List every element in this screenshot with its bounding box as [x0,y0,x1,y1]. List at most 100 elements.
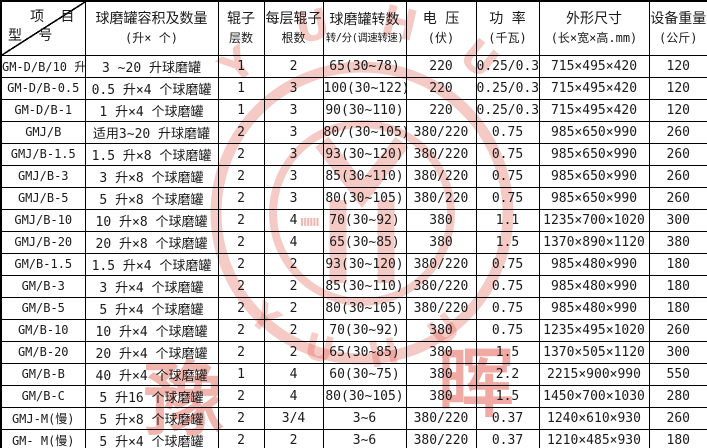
model-cell: GM-D/B-0.5 [0,76,86,100]
power-cell: 1.5 [475,230,540,254]
header-weight: 设备重量 (公斤) [648,0,707,56]
rollers-per-layer-cell: 2 [263,340,324,364]
jar-volume-qty-cell: 20 升×8 个球磨罐 [84,230,219,254]
power-cell: 0.75 [475,318,540,342]
voltage-cell: 380/220 [405,164,477,188]
jar-volume-qty-cell: 5 升×8 个球磨罐 [84,186,219,210]
model-cell: GMJ/B-20 [0,230,86,254]
table-row: GM/B-10 10 升×4 个球磨罐 2 2 70(30~92) 380 0.75 1235… [0,318,707,342]
jar-volume-qty-cell: 1.5 升×8 个球磨罐 [84,142,219,166]
header-power: 功 率 (千瓦) [475,0,540,56]
dimensions-cell: 985×480×990 [538,296,650,320]
dimensions-cell: 1450×700×1030 [538,384,650,408]
roller-layers-cell: 2 [217,428,265,448]
power-cell: 0.75 [475,164,540,188]
dimensions-cell: 985×480×990 [538,274,650,298]
rollers-per-layer-cell: 3/4 [263,406,324,430]
rollers-per-layer-cell: 2 [263,54,324,78]
model-cell: GMJ/B-3 [0,164,86,188]
dimensions-cell: 715×495×420 [538,76,650,100]
voltage-cell: 380 [405,208,477,232]
weight-cell: 260 [648,318,707,342]
power-cell: 0.25/0.37 [475,54,540,78]
roller-layers-cell: 2 [217,142,265,166]
voltage-cell: 380/220 [405,186,477,210]
rollers-per-layer-cell: 3 [263,120,324,144]
roller-layers-cell: 1 [217,362,265,386]
header-line1: 外形尺寸 [566,11,622,28]
weight-cell: 180 [648,296,707,320]
header-line2: 根数 [281,30,306,45]
jar-rpm-cell: 65(30~85) [322,230,407,254]
power-cell: 0.75 [475,252,540,276]
jar-rpm-cell: 80(30~105) [322,296,407,320]
header-line2: (长×宽×高.mm) [550,30,638,45]
power-cell: 0.75 [475,142,540,166]
weight-cell: 120 [648,76,707,100]
jar-volume-qty-cell: 3 升×4 个球磨罐 [84,274,219,298]
voltage-cell: 380/220 [405,142,477,166]
power-cell: 0.75 [475,296,540,320]
model-cell: GMJ/B [0,120,86,144]
table-row: GM-D/B-1 1 升×4 个球磨罐 1 3 90(30~110) 220 0.25/0.… [0,98,707,122]
model-cell: GM/B-10 [0,318,86,342]
jar-volume-qty-cell: 5 升16 个球磨罐 [84,384,219,408]
voltage-cell: 380 [405,318,477,342]
rollers-per-layer-cell: 2 [263,318,324,342]
rollers-per-layer-cell: 3 [263,142,324,166]
table-row: GMJ-M(慢) 5 升×8 个球磨罐 2 3/4 3~6 380/220 0.37 1240… [0,406,707,430]
jar-rpm-cell: 70(30~92) [322,208,407,232]
model-cell: GM-D/B-1 [0,98,86,122]
header-dimensions: 外形尺寸 (长×宽×高.mm) [538,0,650,56]
roller-layers-cell: 2 [217,340,265,364]
weight-cell: 180 [648,428,707,448]
dimensions-cell: 1370×505×1120 [538,340,650,364]
model-cell: GMJ/B-5 [0,186,86,210]
dimensions-cell: 1370×890×1120 [538,230,650,254]
roller-layers-cell: 1 [217,98,265,122]
jar-rpm-cell: 90(30~110) [322,98,407,122]
roller-layers-cell: 2 [217,252,265,276]
rollers-per-layer-cell: 2 [263,428,324,448]
model-cell: GM/B-C [0,384,86,408]
model-cell: GM/B-20 [0,340,86,364]
table-row: GM- M(慢) 5 升×4 个球磨罐 2 2 3~6 380/220 0.37 1210×4… [0,428,707,448]
table-row: GM/B-1.5 1.5 升×4 个球磨罐 2 2 93(30~120) 380/220 0… [0,252,707,276]
power-cell: 0.25/0.37 [475,76,540,100]
voltage-cell: 380/220 [405,120,477,144]
jar-volume-qty-cell: 5 升×8 个球磨罐 [84,406,219,430]
header-line1: 球磨罐转数 [329,12,400,29]
jar-rpm-cell: 100(30~122) [322,76,407,100]
jar-rpm-cell: 65(30~78) [322,54,407,78]
header-line1: 电 压 [422,11,460,28]
dimensions-cell: 985×650×990 [538,120,650,144]
model-cell: GM/B-5 [0,296,86,320]
dimensions-cell: 985×480×990 [538,252,650,276]
weight-cell: 260 [648,120,707,144]
jar-rpm-cell: 80(30~105) [322,384,407,408]
jar-volume-qty-cell: 1.5 升×4 个球磨罐 [84,252,219,276]
roller-layers-cell: 2 [217,318,265,342]
roller-layers-cell: 2 [217,274,265,298]
weight-cell: 260 [648,164,707,188]
roller-layers-cell: 2 [217,120,265,144]
header-line1: 辊子 [227,11,255,28]
header-rollers-per-layer: 每层辊子 根数 [263,0,324,56]
rollers-per-layer-cell: 2 [263,274,324,298]
rollers-per-layer-cell: 2 [263,252,324,276]
roller-layers-cell: 1 [217,54,265,78]
dimensions-cell: 1240×610×930 [538,406,650,430]
weight-cell: 300 [648,340,707,364]
header-line1: 设备重量 [650,11,707,28]
roller-layers-cell: 2 [217,384,265,408]
rollers-per-layer-cell: 2 [263,296,324,320]
dimensions-cell: 715×495×420 [538,98,650,122]
power-cell: 0.37 [475,406,540,430]
roller-layers-cell: 2 [217,406,265,430]
header-row: 项 目 型 号 球磨罐容积及数量 (升× 个) 辊子 层数 每层辊子 根数 球磨… [0,0,707,56]
rollers-per-layer-cell: 4 [263,208,324,232]
weight-cell: 120 [648,54,707,78]
jar-rpm-cell: 93(30~120) [322,252,407,276]
voltage-cell: 380/220 [405,406,477,430]
table-row: GM/B-20 20 升×4 个球磨罐 2 2 65(30~85) 380 1.5 1370×… [0,340,707,364]
